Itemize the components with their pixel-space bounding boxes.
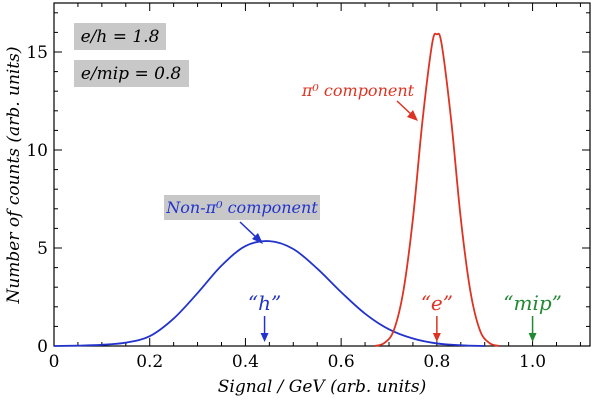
non-pi0-curve: [53, 240, 485, 347]
nonpi-label-box: [164, 195, 320, 220]
h-marker-label: “h”: [248, 291, 281, 315]
x-axis-label: Signal / GeV (arb. units): [218, 377, 426, 397]
y-axis-label: Number of counts (arb. units): [4, 46, 24, 304]
x-tick-label: 0: [49, 352, 60, 372]
y-tick-label: 5: [37, 239, 48, 259]
curves: [53, 32, 500, 347]
nonpi-label: Non-π⁰ component: [165, 198, 318, 217]
emip-box-label: e/mip = 0.8: [81, 64, 181, 84]
eh-box-label: e/h = 1.8: [81, 27, 160, 47]
mip-marker-arrowhead: [528, 333, 537, 342]
x-tick-label: 1.0: [519, 352, 546, 372]
x-tick-label: 0.6: [328, 352, 355, 372]
ticks: [53, 3, 590, 347]
x-tick-label: 0.8: [423, 352, 450, 372]
e-marker-label: “e”: [421, 291, 453, 315]
emip-box: [74, 60, 189, 87]
plot-frame: [53, 2, 591, 347]
y-tick-label: 10: [26, 141, 48, 161]
y-tick-label: 15: [26, 43, 48, 63]
e-marker-arrowhead: [432, 333, 441, 342]
nonpi-arrowhead: [252, 233, 263, 244]
markers: “h” “e” “mip”: [248, 291, 562, 342]
eh-box: [74, 23, 166, 50]
tick-labels: 0 0.2 0.4 0.6 0.8 1.0 0 5 10 15: [26, 43, 546, 372]
mip-marker-label: “mip”: [503, 291, 562, 315]
x-tick-label: 0.2: [136, 352, 163, 372]
h-marker-arrowhead: [260, 333, 269, 342]
x-tick-label: 0.4: [232, 352, 259, 372]
pi-label: π⁰ component: [301, 81, 415, 100]
y-tick-label: 0: [37, 337, 48, 357]
pi-arrowhead: [407, 110, 418, 121]
pi0-curve: [374, 32, 500, 347]
